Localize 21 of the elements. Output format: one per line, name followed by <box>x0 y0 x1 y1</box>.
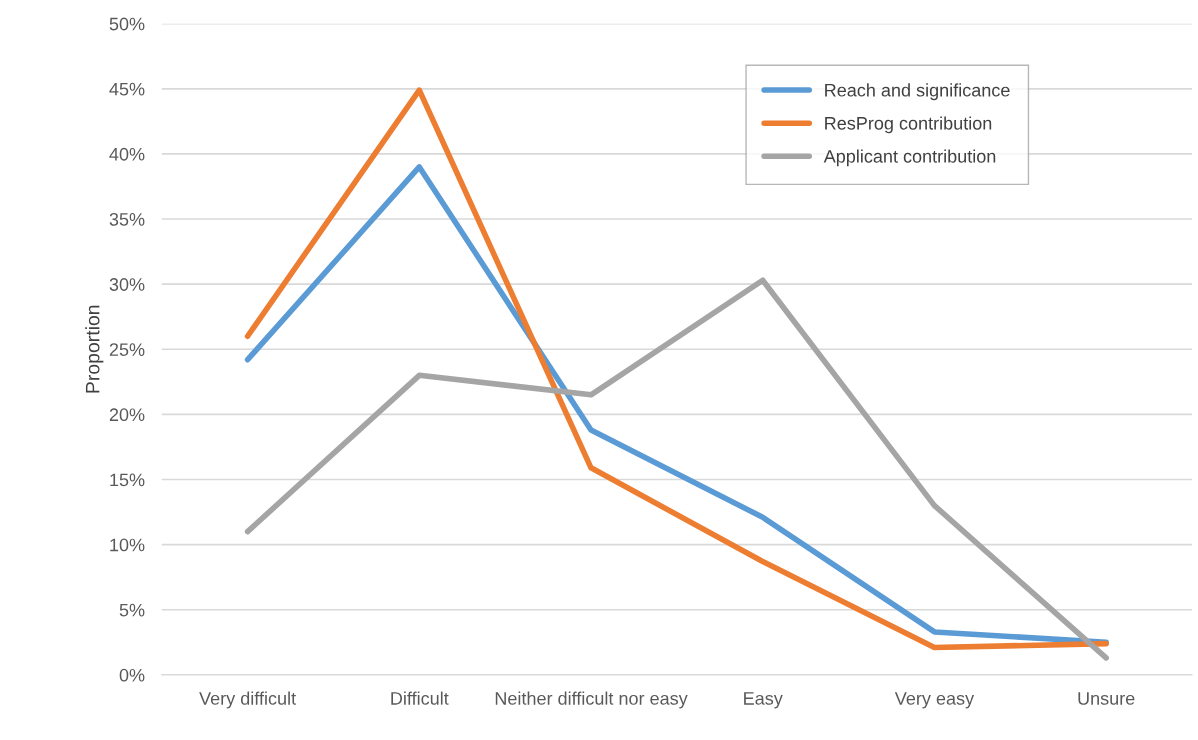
y-axis-title: Proportion <box>85 305 104 393</box>
y-tick-label: 10% <box>110 538 145 552</box>
legend-label: Reach and significance <box>825 83 1010 101</box>
legend-label: Applicant contribution <box>823 149 996 167</box>
x-tick-label: Very difficult <box>199 691 296 709</box>
y-tick-label: 50% <box>109 17 145 31</box>
y-tick-label: 15% <box>110 473 145 487</box>
x-tick-label: Difficult <box>391 691 449 705</box>
y-tick-label: 0% <box>119 668 145 682</box>
x-tick-label: Very easy <box>894 692 975 709</box>
y-tick-label: 5% <box>119 603 145 617</box>
y-tick-label: 30% <box>109 278 145 291</box>
x-tick-label: Easy <box>744 692 783 709</box>
x-tick-label: Unsure <box>1078 692 1135 705</box>
y-tick-label: 45% <box>109 82 145 96</box>
y-tick-label: 40% <box>109 147 145 161</box>
y-tick-label: 35% <box>109 212 145 226</box>
y-tick-label: 20% <box>109 408 145 422</box>
y-tick-label: 25% <box>109 343 145 356</box>
x-tick-label: Neither difficult nor easy <box>495 691 688 709</box>
legend-label: ResProg contribution <box>825 116 992 134</box>
